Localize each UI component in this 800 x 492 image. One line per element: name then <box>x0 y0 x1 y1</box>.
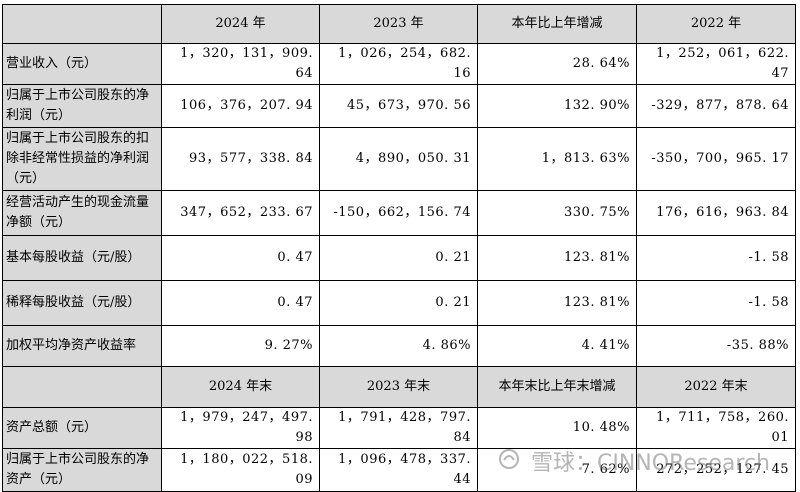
value-change: 330. 75% <box>477 190 637 236</box>
watermark: 雪球：CINNOResearch <box>498 445 770 477</box>
row-label: 营业收入（元） <box>2 43 162 85</box>
value-change: 4. 41% <box>477 325 637 367</box>
header-cell-empty <box>2 4 162 44</box>
row-label: 经营活动产生的现金流量净额（元） <box>2 190 162 236</box>
table-row: 稀释每股收益（元/股） 0. 47 0. 21 123. 81% -1. 58 <box>2 280 796 326</box>
value-2023: 1，096，478，337. 44 <box>319 448 478 492</box>
value-2024: 1，320，131，909. 64 <box>161 43 320 85</box>
row-label: 归属于上市公司股东的净利润（元） <box>2 84 162 128</box>
value-2023: 4. 86% <box>319 325 478 367</box>
table-row: 营业收入（元） 1，320，131，909. 64 1，026，254，682.… <box>2 43 796 85</box>
row-label: 资产总额（元） <box>2 407 162 449</box>
header-cell-2023-end: 2023 年末 <box>319 366 478 408</box>
value-2024: 347，652，233. 67 <box>161 190 320 236</box>
value-2022: -329，877，878. 64 <box>636 84 796 128</box>
value-2023: 1，026，254，682. 16 <box>319 43 478 85</box>
value-2024: 9. 27% <box>161 325 320 367</box>
financial-data-table: 2024 年 2023 年 本年比上年增减 2022 年 营业收入（元） 1，3… <box>2 4 796 492</box>
value-change: 1，813. 63% <box>477 127 637 191</box>
table-row: 经营活动产生的现金流量净额（元） 347，652，233. 67 -150，66… <box>2 190 796 236</box>
value-change: 132. 90% <box>477 84 637 128</box>
value-change: 28. 64% <box>477 43 637 85</box>
value-2023: -150，662，156. 74 <box>319 190 478 236</box>
value-2022: -1. 58 <box>636 235 796 281</box>
value-2022: -35. 88% <box>636 325 796 367</box>
table-row: 归属于上市公司股东的净资产（元） 1，180，022，518. 09 1，096… <box>2 448 796 492</box>
value-2024: 93，577，338. 84 <box>161 127 320 191</box>
header-cell-2022: 2022 年 <box>636 4 796 44</box>
value-change: 123. 81% <box>477 280 637 326</box>
value-2023: 1，791，428，797. 84 <box>319 407 478 449</box>
value-2023: 45，673，970. 56 <box>319 84 478 128</box>
value-2022: -350，700，965. 17 <box>636 127 796 191</box>
table-row: 加权平均净资产收益率 9. 27% 4. 86% 4. 41% -35. 88% <box>2 325 796 367</box>
table-row: 资产总额（元） 1，979，247，497. 98 1，791，428，797.… <box>2 407 796 449</box>
row-label: 归属于上市公司股东的扣除非经常性损益的净利润（元） <box>2 127 162 191</box>
row-label: 归属于上市公司股东的净资产（元） <box>2 448 162 492</box>
value-2022: 1，252，061，622. 47 <box>636 43 796 85</box>
header-cell-2023: 2023 年 <box>319 4 478 44</box>
header-cell-2024: 2024 年 <box>161 4 320 44</box>
watermark-text: 雪球：CINNOResearch <box>531 451 770 476</box>
value-change: 7. 62% <box>477 448 637 492</box>
table-row: 归属于上市公司股东的净利润（元） 106，376，207. 94 45，673，… <box>2 84 796 128</box>
value-2023: 0. 21 <box>319 280 478 326</box>
value-2023: 0. 21 <box>319 235 478 281</box>
value-change: 10. 48% <box>477 407 637 449</box>
row-label: 基本每股收益（元/股） <box>2 235 162 281</box>
value-2023: 4，890，050. 31 <box>319 127 478 191</box>
value-2022: 272，252，127. 45 <box>636 448 796 492</box>
row-label: 稀释每股收益（元/股） <box>2 280 162 326</box>
value-2024: 0. 47 <box>161 235 320 281</box>
value-2024: 106，376，207. 94 <box>161 84 320 128</box>
table-row: 归属于上市公司股东的扣除非经常性损益的净利润（元） 93，577，338. 84… <box>2 127 796 191</box>
table-header-row: 2024 年 2023 年 本年比上年增减 2022 年 <box>2 4 796 44</box>
value-2022: 176，616，963. 84 <box>636 190 796 236</box>
header-cell-2024-end: 2024 年末 <box>161 366 320 408</box>
header-cell-2022-end: 2022 年末 <box>636 366 796 408</box>
table-subheader-row: 2024 年末 2023 年末 本年末比上年末增减 2022 年末 <box>2 366 796 408</box>
value-change: 123. 81% <box>477 235 637 281</box>
value-2024: 1，180，022，518. 09 <box>161 448 320 492</box>
header-cell-empty <box>2 366 162 408</box>
snowball-logo-icon <box>498 448 520 476</box>
value-2022: 1，711，758，260. 01 <box>636 407 796 449</box>
value-2022: -1. 58 <box>636 280 796 326</box>
value-2024: 0. 47 <box>161 280 320 326</box>
header-cell-change-end: 本年末比上年末增减 <box>477 366 637 408</box>
value-2024: 1，979，247，497. 98 <box>161 407 320 449</box>
header-cell-change: 本年比上年增减 <box>477 4 637 44</box>
row-label: 加权平均净资产收益率 <box>2 325 162 367</box>
table-row: 基本每股收益（元/股） 0. 47 0. 21 123. 81% -1. 58 <box>2 235 796 281</box>
